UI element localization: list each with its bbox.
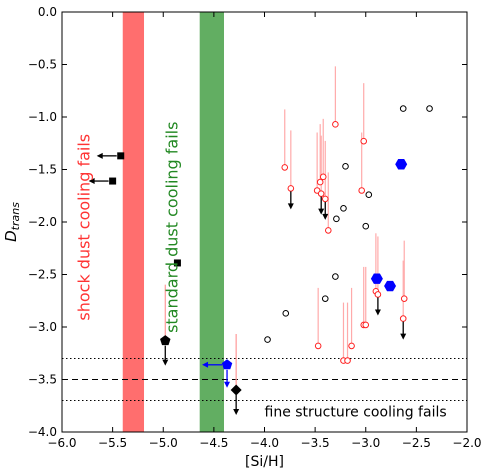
open-red-circle	[332, 121, 339, 128]
open-red-circle	[314, 342, 322, 350]
cooling-bands	[122, 12, 224, 432]
x-tick-label: −4.0	[250, 436, 279, 450]
open-red-circle	[360, 137, 368, 145]
red-point-arrow-head	[318, 208, 325, 215]
open-black-circle	[365, 191, 373, 198]
open-red-circle	[348, 342, 355, 350]
y-tick-label: −1.5	[28, 163, 57, 177]
black-pentagon	[160, 335, 171, 346]
fine-structure-label: fine structure cooling fails	[265, 404, 447, 420]
band-1	[199, 12, 224, 432]
y-axis-label: Dtrans	[2, 202, 22, 242]
open-black-circle	[362, 222, 370, 230]
open-black-circle	[342, 163, 349, 170]
blue-pentagon-down-arrow-head	[224, 381, 231, 388]
open-red-circle	[316, 178, 324, 186]
standard-dust-band-label: standard dust cooling fails	[162, 122, 181, 333]
horizontal-reference-lines	[62, 358, 467, 401]
black-square	[117, 152, 125, 160]
square-arrow-head	[88, 178, 95, 185]
open-black-circle	[264, 336, 271, 343]
y-axis-label-subscript: trans	[9, 202, 22, 231]
black-diamond	[230, 384, 242, 396]
limit-arrows	[88, 152, 407, 415]
diamond-arrow-head	[233, 409, 240, 415]
y-tick-label: 0.0	[38, 5, 57, 19]
open-black-circle	[321, 295, 329, 302]
upper-limit-lines	[164, 66, 405, 390]
black-square	[173, 259, 181, 267]
open-red-circle	[321, 195, 329, 203]
x-tick-label: −6.0	[47, 436, 76, 450]
x-tick-label: −2.0	[452, 436, 481, 450]
open-black-circle	[333, 215, 340, 223]
shock-dust-band-label: shock dust cooling fails	[74, 134, 93, 321]
pentagon-arrow-head	[162, 359, 169, 366]
open-black-circle	[332, 273, 339, 280]
black-square	[109, 177, 117, 185]
band-0	[122, 12, 145, 432]
red-point-arrow-head	[287, 203, 294, 210]
open-red-circle	[399, 315, 407, 322]
data-points	[109, 105, 433, 396]
open-red-circle	[374, 291, 382, 298]
open-red-circle	[287, 185, 295, 192]
open-red-circle	[281, 164, 289, 171]
open-red-circle	[317, 190, 325, 197]
blue-hexagon	[370, 273, 383, 284]
open-black-circle	[340, 205, 347, 212]
open-red-circle	[362, 321, 370, 329]
x-tick-label: −5.0	[149, 436, 178, 450]
y-tick-label: −3.5	[28, 373, 57, 387]
red-point-arrow-head	[374, 309, 381, 316]
x-tick-label: −4.5	[199, 436, 228, 450]
red-point-arrow-head	[322, 213, 329, 220]
y-tick-label: −1.0	[28, 110, 57, 124]
blue-pentagon-left-arrow-head	[202, 361, 209, 368]
x-tick-label: −3.0	[351, 436, 380, 450]
blue-hexagon	[395, 159, 408, 170]
y-tick-label: −0.5	[28, 58, 57, 72]
open-black-circle	[426, 105, 433, 112]
square-arrow-head	[96, 152, 103, 159]
y-axis-label-main: D	[2, 230, 20, 242]
y-tick-label: −3.0	[28, 320, 57, 334]
y-tick-label: −2.5	[28, 268, 57, 282]
red-point-arrow-head	[400, 333, 407, 340]
open-red-circle	[358, 187, 366, 194]
x-tick-label: −3.5	[301, 436, 330, 450]
y-tick-label: −4.0	[28, 425, 57, 439]
x-axis-label: [Si/H]	[245, 454, 284, 470]
open-red-circle	[400, 295, 408, 302]
x-tick-label: −5.5	[98, 436, 127, 450]
open-red-circle	[344, 357, 351, 364]
labels: shock dust cooling fails standard dust c…	[2, 122, 447, 470]
open-black-circle	[399, 105, 407, 112]
open-red-circle	[324, 227, 332, 234]
y-tick-label: −2.0	[28, 215, 57, 229]
open-black-circle	[282, 310, 290, 317]
x-tick-label: −2.5	[402, 436, 431, 450]
blue-pentagon	[221, 359, 233, 370]
axis-ticks: −6.0 −5.5 −5.0 −4.5 −4.0 −3.5 −3.0 −2.5 −2.0 0.0 −…	[28, 5, 482, 450]
open-red-circle	[319, 173, 327, 181]
blue-hexagon	[384, 280, 397, 292]
